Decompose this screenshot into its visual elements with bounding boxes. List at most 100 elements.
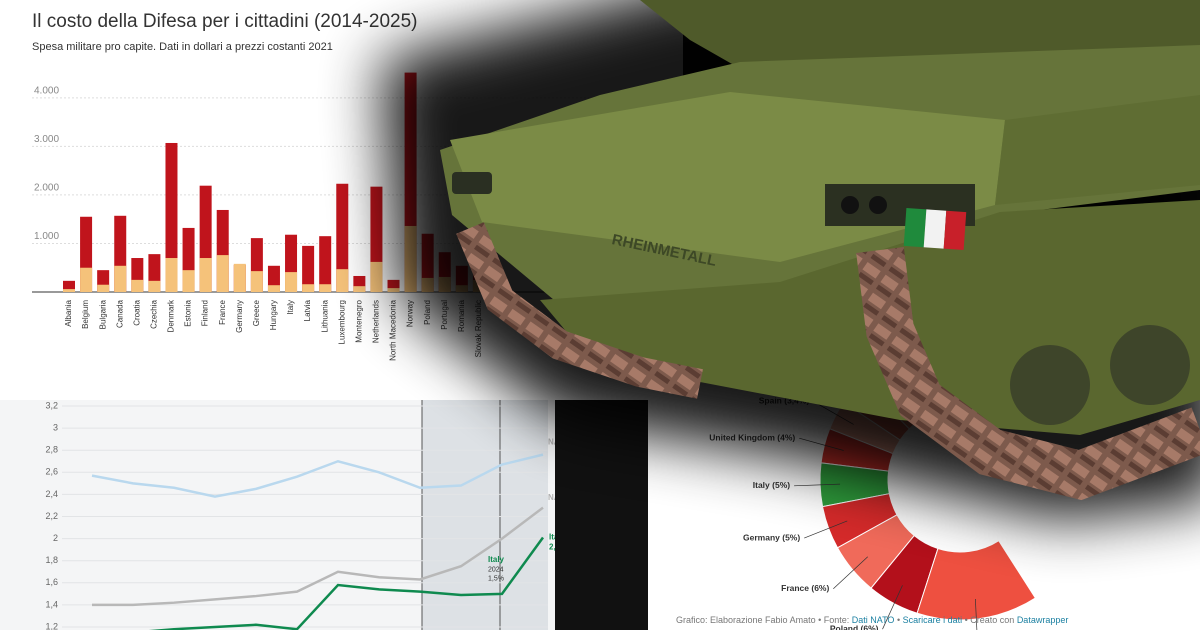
y-tick-label: 1,8 xyxy=(45,555,58,565)
x-tick-label: Canada xyxy=(115,299,124,328)
track xyxy=(856,247,1200,501)
slice-label: Germany (5%) xyxy=(743,532,800,542)
annotation-year: 2024 xyxy=(488,567,504,574)
wheel xyxy=(1110,325,1190,405)
bar xyxy=(353,286,366,292)
y-tick-label: 2,4 xyxy=(45,489,58,499)
bar xyxy=(233,263,246,292)
value-label: 2,01% xyxy=(549,543,572,552)
footer-link[interactable]: Datawrapper xyxy=(1017,615,1069,625)
leader-line xyxy=(804,520,848,539)
wheel xyxy=(1010,345,1090,425)
annotation-name: Italy xyxy=(488,555,505,564)
bar xyxy=(267,285,280,292)
bar xyxy=(80,267,93,292)
leader-line xyxy=(833,556,868,589)
line xyxy=(92,506,544,607)
slice xyxy=(916,539,1037,621)
flag xyxy=(903,207,967,251)
x-tick-label: Bulgaria xyxy=(98,299,107,329)
x-tick-label: Germany xyxy=(235,300,244,333)
line xyxy=(91,453,544,498)
slice-label: Italy (5%) xyxy=(753,480,790,490)
x-tick-label: Luxembourg xyxy=(337,300,346,344)
bar xyxy=(370,261,383,292)
x-tick-label: Belgium xyxy=(81,300,90,329)
bar xyxy=(216,255,229,292)
footer-link[interactable]: Dati NATO xyxy=(852,615,895,625)
x-tick-label: Latvia xyxy=(303,299,312,321)
bar xyxy=(63,289,75,292)
bar xyxy=(250,271,263,292)
x-tick-label: Lithuania xyxy=(320,299,329,332)
bar xyxy=(165,142,178,292)
value-label: 1,5% xyxy=(488,576,504,583)
chart-subtitle: Spesa militare pro capite. Dati in dolla… xyxy=(32,41,333,53)
bar xyxy=(97,284,110,292)
slice-label: France (6%) xyxy=(781,583,829,593)
leader-line xyxy=(882,585,903,630)
y-tick-label: 2,8 xyxy=(45,445,58,455)
bar xyxy=(148,280,161,292)
bar xyxy=(302,245,315,292)
x-tick-label: North Macedonia xyxy=(389,299,398,360)
series-label: Italy xyxy=(549,533,566,542)
track xyxy=(456,222,703,399)
bar xyxy=(319,284,332,292)
x-tick-label: Greece xyxy=(252,299,261,326)
vehicle: RHEINMETALL xyxy=(380,0,1200,520)
x-tick-label: Finland xyxy=(201,300,210,326)
x-tick-label: Albania xyxy=(64,299,73,326)
bar xyxy=(336,269,349,292)
y-tick-label: 3 xyxy=(53,422,58,432)
y-tick-label: 1,6 xyxy=(45,577,58,587)
series-label: NATO (senza USA) xyxy=(548,493,619,502)
bar xyxy=(302,284,315,292)
bar xyxy=(114,265,127,292)
x-tick-label: Norway xyxy=(406,300,415,327)
y-tick-label: 2.000 xyxy=(34,183,59,194)
footer: Grafico: Elaborazione Fabio Amato • Font… xyxy=(676,615,1068,625)
x-tick-label: Hungary xyxy=(269,300,278,330)
bar xyxy=(387,288,400,292)
x-tick-label: Estonia xyxy=(184,299,193,326)
sensor xyxy=(841,196,859,214)
footer-link[interactable]: Scaricare i dati xyxy=(903,615,963,625)
y-tick-label: 2,2 xyxy=(45,511,58,521)
chart-title: Il costo della Difesa per i cittadini (2… xyxy=(32,11,417,32)
hull-side xyxy=(995,95,1200,205)
bar xyxy=(182,270,195,292)
series-label: NATO Total xyxy=(548,438,591,447)
leader-line xyxy=(975,598,978,630)
bar xyxy=(336,183,349,292)
x-tick-label: Czechia xyxy=(150,299,159,328)
footer-text: • Creato con xyxy=(962,615,1017,625)
bar xyxy=(199,258,212,292)
y-tick-label: 1.000 xyxy=(34,231,59,242)
leader-line xyxy=(794,483,841,487)
x-tick-label: Montenegro xyxy=(354,299,363,342)
y-tick-label: 1,2 xyxy=(45,621,58,630)
bar xyxy=(285,272,298,292)
y-tick-label: 2,6 xyxy=(45,467,58,477)
bar xyxy=(319,236,332,292)
y-tick-label: 3.000 xyxy=(34,134,59,145)
bar xyxy=(63,280,75,292)
x-tick-label: Italy xyxy=(286,300,295,315)
y-tick-label: 4.000 xyxy=(34,85,59,96)
x-tick-label: Croatia xyxy=(132,299,141,325)
y-tick-label: 2 xyxy=(53,533,58,543)
bar xyxy=(131,279,144,292)
footer-text: • xyxy=(894,615,902,625)
y-tick-label: 1,4 xyxy=(45,599,58,609)
line-chart: 1,2 1,4 1,6 1,8 2 2,2 2,4 2,6 2,8 3 3,2 NATO Total N… xyxy=(45,400,619,630)
sensor xyxy=(869,196,887,214)
slice-label: Poland (6%) xyxy=(830,623,879,630)
bar xyxy=(165,258,178,292)
x-tick-label: France xyxy=(218,299,227,324)
headlight xyxy=(452,172,492,194)
x-tick-label: Denmark xyxy=(167,299,176,332)
x-tick-label: Netherlands xyxy=(372,300,381,343)
